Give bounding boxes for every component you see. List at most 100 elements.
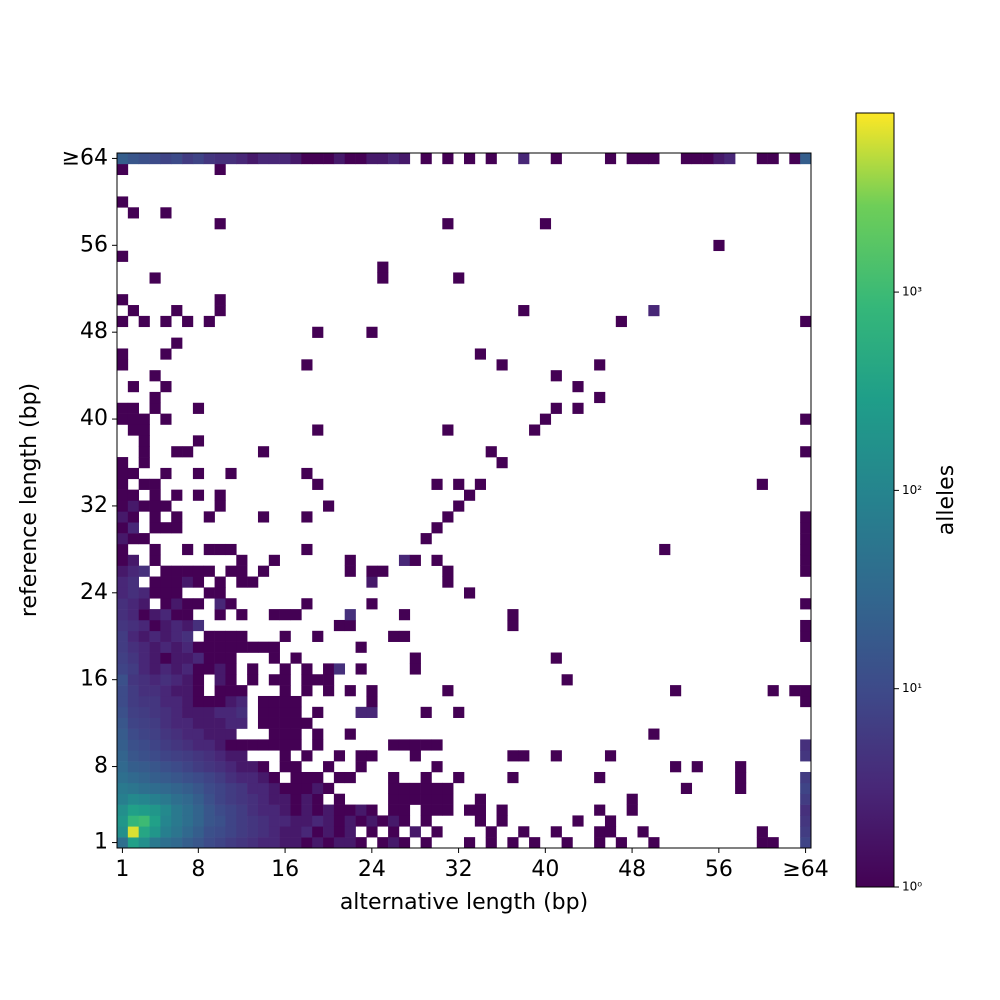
- heatmap-cell: [301, 837, 313, 849]
- heatmap-cell: [225, 837, 237, 849]
- heatmap-cell: [756, 826, 768, 838]
- y-tick-label: ≥64: [62, 145, 108, 170]
- heatmap-cell: [323, 782, 335, 795]
- x-tick-label: 8: [191, 857, 205, 882]
- heatmap-cell: [127, 609, 139, 621]
- heatmap-cell: [279, 728, 291, 740]
- heatmap-cell: [149, 522, 161, 534]
- heatmap-cell: [117, 576, 129, 588]
- heatmap-cell: [279, 609, 291, 621]
- heatmap-cell: [117, 413, 129, 425]
- x-tick-label: 1: [115, 857, 129, 882]
- heatmap-cell: [149, 771, 161, 784]
- heatmap-cell: [203, 511, 215, 523]
- heatmap-cell: [724, 153, 736, 165]
- heatmap-cell: [117, 250, 129, 262]
- heatmap-cell: [464, 489, 476, 501]
- heatmap-cell: [171, 587, 183, 599]
- heatmap-cell: [323, 500, 335, 512]
- heatmap-cell: [561, 674, 573, 686]
- heatmap-cell: [496, 457, 508, 469]
- heatmap-cell: [160, 663, 172, 675]
- heatmap-cell: [171, 630, 183, 642]
- heatmap-cell: [138, 652, 150, 664]
- heatmap-cell: [550, 826, 562, 838]
- heatmap-cell: [431, 804, 443, 816]
- heatmap-cell: [127, 804, 139, 816]
- heatmap-cell: [398, 153, 411, 165]
- heatmap-cell: [117, 522, 129, 534]
- heatmap-cell: [214, 500, 226, 512]
- heatmap-cell: [149, 793, 161, 805]
- colorbar-tick-label: 10²: [902, 483, 922, 497]
- heatmap-cell: [789, 685, 801, 697]
- heatmap-cell: [117, 609, 129, 621]
- heatmap-cell: [225, 717, 237, 729]
- heatmap-cell: [323, 815, 335, 827]
- heatmap-cell: [182, 674, 194, 686]
- y-tick-label: 32: [80, 493, 108, 518]
- heatmap-cell: [550, 153, 562, 165]
- heatmap-cell: [420, 804, 432, 816]
- heatmap-cell: [507, 609, 519, 621]
- heatmap-cell: [117, 761, 129, 773]
- heatmap-cell: [312, 424, 324, 436]
- heatmap-cell: [138, 739, 150, 751]
- heatmap-cell: [203, 695, 215, 708]
- heatmap-cell: [117, 663, 129, 675]
- heatmap-cell: [442, 685, 454, 697]
- heatmap-cell: [800, 565, 812, 577]
- heatmap-cell: [117, 826, 129, 838]
- heatmap-cell: [474, 804, 486, 816]
- y-tick-label: 16: [80, 667, 108, 692]
- heatmap-cell: [474, 348, 486, 360]
- heatmap-cell: [257, 641, 270, 653]
- heatmap-cell: [268, 609, 280, 621]
- heatmap-cell: [398, 554, 411, 566]
- heatmap-cell: [138, 435, 150, 447]
- heatmap-cell: [355, 706, 367, 718]
- heatmap-cell: [203, 728, 215, 740]
- heatmap-cell: [800, 315, 812, 328]
- heatmap-cell: [203, 652, 215, 664]
- heatmap-cell: [149, 641, 161, 653]
- heatmap-cell: [138, 533, 150, 545]
- heatmap-cell: [268, 641, 280, 653]
- heatmap-cell: [149, 370, 161, 382]
- heatmap-cell: [171, 695, 183, 708]
- heatmap-cell: [257, 153, 270, 165]
- heatmap-cell: [127, 413, 139, 425]
- heatmap-cell: [279, 837, 291, 849]
- plot-frame: [116, 152, 812, 849]
- x-axis-label: alternative length (bp): [340, 890, 588, 915]
- heatmap-cell: [203, 782, 215, 795]
- heatmap-cell: [301, 717, 313, 729]
- heatmap-cell: [117, 359, 129, 371]
- heatmap-cell: [344, 728, 356, 740]
- heatmap-cell: [333, 815, 346, 827]
- heatmap-cell: [127, 489, 139, 501]
- heatmap-cell: [236, 706, 248, 718]
- heatmap-cell: [138, 815, 150, 827]
- heatmap-cell: [648, 153, 660, 165]
- heatmap-cell: [333, 793, 346, 805]
- heatmap-cell: [366, 750, 378, 762]
- heatmap-cell: [214, 695, 226, 708]
- heatmap-cell: [518, 153, 530, 165]
- heatmap-cell: [257, 826, 270, 838]
- heatmap-cell: [366, 153, 378, 165]
- heatmap-cell: [355, 153, 367, 165]
- heatmap-cell: [138, 717, 150, 729]
- heatmap-cell: [203, 739, 215, 751]
- heatmap-cell: [323, 837, 335, 849]
- heatmap-cell: [344, 826, 356, 838]
- heatmap-cell: [268, 706, 280, 718]
- heatmap-cell: [800, 598, 812, 610]
- heatmap-cell: [171, 565, 183, 577]
- heatmap-cell: [257, 761, 270, 773]
- heatmap-cell: [550, 370, 562, 382]
- heatmap-cell: [138, 609, 150, 621]
- heatmap-cell: [290, 652, 302, 664]
- heatmap-cell: [225, 674, 237, 686]
- heatmap-cell: [236, 804, 248, 816]
